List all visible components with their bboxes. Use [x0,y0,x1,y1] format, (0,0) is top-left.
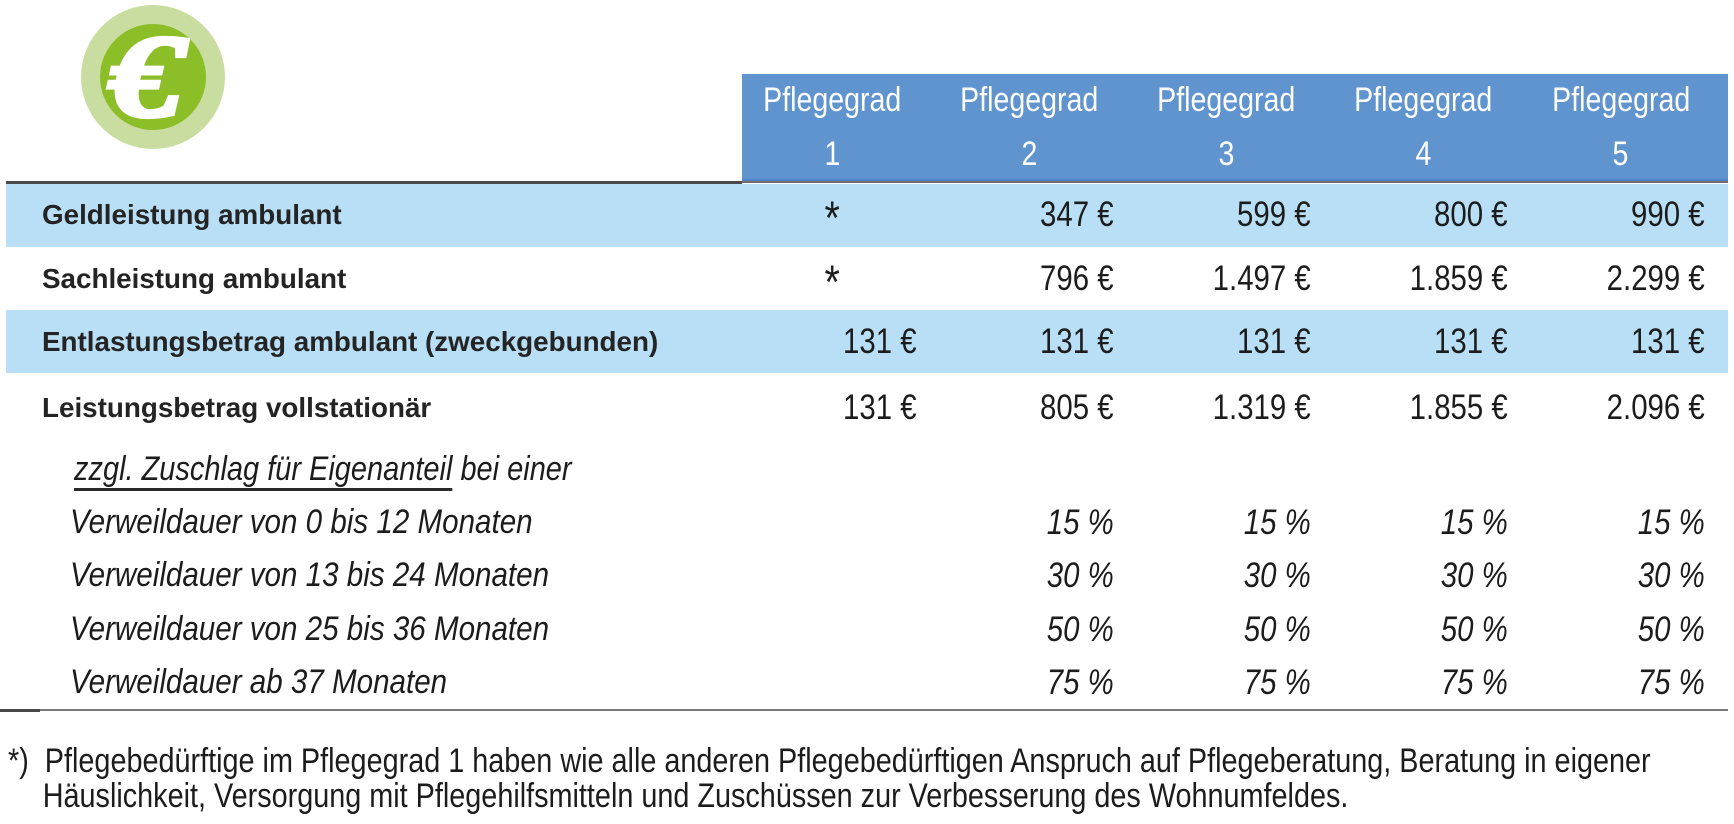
svg-text:€: € [108,11,188,141]
